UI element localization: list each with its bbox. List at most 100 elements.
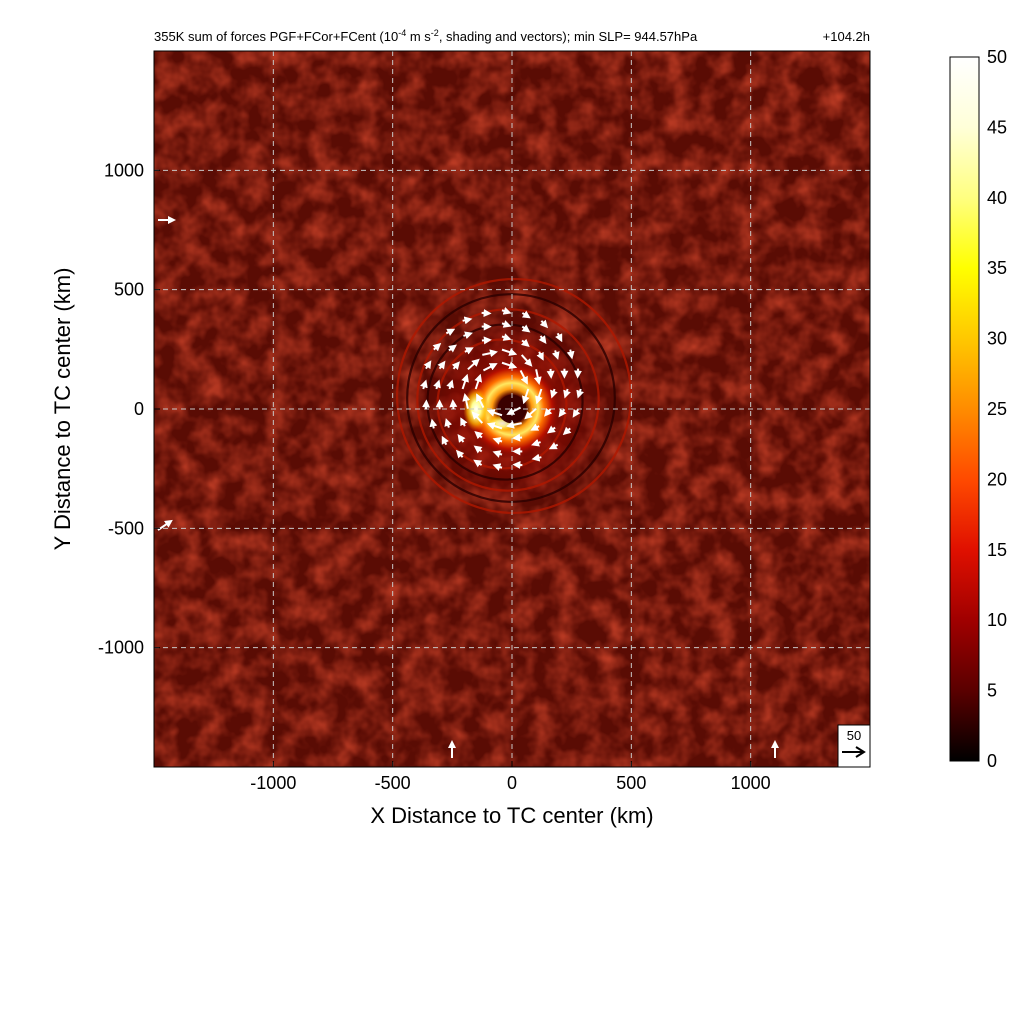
x-tick-label: -500 (375, 773, 411, 793)
colorbar-tick-label: 45 (987, 117, 1007, 137)
force-vector (441, 435, 449, 446)
force-vector (437, 360, 446, 370)
x-axis: -1000 -500 0 500 1000 (250, 761, 771, 793)
force-vector (521, 310, 531, 319)
colorbar: 0 5 10 15 20 25 30 35 40 45 50 (949, 47, 1007, 771)
time-label: +104.2h (823, 29, 870, 44)
force-vector (538, 335, 547, 344)
colorbar-tick-label: 15 (987, 540, 1007, 560)
force-vector (501, 348, 518, 356)
force-vector (486, 422, 503, 430)
force-vector (445, 328, 456, 336)
y-axis-title: Y Distance to TC center (km) (50, 268, 75, 551)
reference-vector-box: 50 (837, 724, 871, 768)
force-vector (462, 316, 473, 325)
force-vector (544, 408, 553, 417)
force-vector (521, 324, 531, 333)
force-vector (492, 437, 503, 445)
force-vector (551, 350, 560, 360)
y-tick-label: -500 (108, 518, 144, 538)
force-vector (492, 463, 503, 471)
force-vector (548, 442, 559, 450)
colorbar-tick-label: 40 (987, 188, 1007, 208)
plot-area (154, 51, 870, 767)
colorbar-tick-label: 20 (987, 469, 1007, 489)
x-tick-label: 500 (616, 773, 646, 793)
force-vector (566, 349, 575, 360)
x-tick-label: -1000 (250, 773, 296, 793)
colorbar-gradient (949, 56, 980, 762)
force-vector (521, 388, 530, 405)
force-vector (473, 445, 483, 454)
colorbar-tick-label: 25 (987, 399, 1007, 419)
title-sup-1: -4 (398, 28, 406, 38)
rainband-ring (406, 293, 616, 503)
force-vector (563, 388, 571, 399)
title-end: , shading and vectors); min SLP= 944.57h… (439, 29, 698, 44)
force-vector (531, 453, 542, 462)
chart-title: 355K sum of forces PGF+FCor+FCent (10-4 … (154, 28, 698, 44)
force-vector (486, 408, 503, 417)
force-vector (506, 406, 522, 415)
force-vector (550, 388, 558, 399)
colorbar-tick-label: 10 (987, 610, 1007, 630)
force-vector (464, 347, 474, 355)
force-vector (433, 379, 441, 390)
colorbar-tick-label: 0 (987, 751, 997, 771)
y-tick-label: -1000 (98, 638, 144, 658)
colorbar-tick-label: 30 (987, 329, 1007, 349)
title-mid: m s (406, 29, 431, 44)
force-vector (461, 373, 469, 390)
force-vector (446, 379, 454, 390)
force-vector (501, 361, 518, 370)
force-vector (501, 320, 512, 328)
force-vector (482, 349, 498, 358)
force-vector (506, 420, 522, 429)
force-vector (471, 411, 484, 424)
grid-lines (154, 51, 870, 767)
force-vector (547, 425, 556, 434)
reference-vector-label: 50 (847, 728, 861, 743)
force-vector (467, 358, 480, 371)
force-vector (521, 338, 530, 347)
force-vector (572, 408, 581, 418)
force-vector (539, 319, 549, 329)
force-vector (536, 351, 544, 361)
eye (497, 394, 527, 424)
force-vector (530, 423, 540, 431)
title-sup-2: -2 (431, 28, 439, 38)
force-vector (482, 363, 498, 372)
force-vector (519, 369, 528, 385)
force-vector (501, 307, 512, 315)
reference-vector-arrow (842, 746, 866, 758)
force-vector (535, 388, 543, 405)
force-vector (455, 449, 465, 459)
force-vector (460, 417, 468, 427)
force-vector (476, 393, 485, 409)
force-vector (501, 333, 512, 341)
force-vector (474, 373, 483, 390)
force-vector (451, 361, 460, 370)
colorbar-tick-label: 50 (987, 47, 1007, 67)
force-vector (555, 332, 563, 343)
force-vector (473, 459, 483, 468)
y-tick-label: 0 (134, 399, 144, 419)
force-vector (492, 450, 503, 458)
force-vector (576, 388, 584, 399)
y-axis: 1000 500 0 -500 -1000 (98, 160, 160, 658)
force-vector (420, 379, 428, 390)
x-tick-label: 0 (507, 773, 517, 793)
force-vector (524, 407, 537, 420)
force-vector (533, 369, 542, 385)
force-vectors (157, 216, 780, 759)
force-vector (432, 342, 442, 352)
colorbar-ticks: 0 5 10 15 20 25 30 35 40 45 50 (987, 47, 1007, 771)
force-vector (520, 354, 533, 367)
force-vector (463, 331, 473, 340)
colorbar-tick-label: 5 (987, 681, 997, 701)
force-vector (429, 418, 438, 429)
force-vector (423, 360, 432, 370)
x-axis-title: X Distance to TC center (km) (370, 803, 653, 828)
title-main: 355K sum of forces PGF+FCor+FCent (10 (154, 29, 398, 44)
force-vector (474, 431, 483, 440)
